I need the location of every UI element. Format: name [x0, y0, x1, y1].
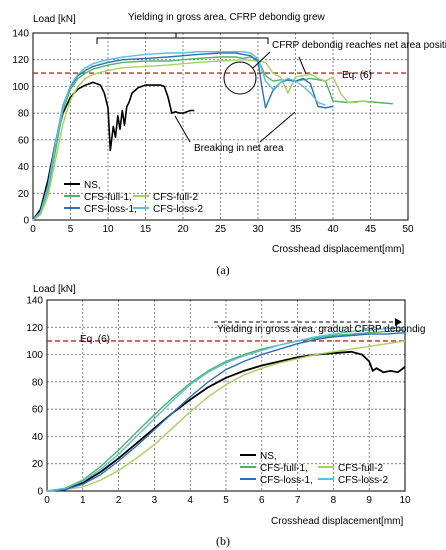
- x-tick-label: 40: [327, 224, 339, 235]
- y-tick-label: 80: [32, 377, 44, 388]
- panel-caption-b: (b): [216, 534, 230, 548]
- x-tick-label: 10: [399, 495, 411, 506]
- x-axis-label-a: Crosshead displacement[mm]: [272, 244, 404, 255]
- annotation-arrow-breaking-1: [174, 115, 191, 143]
- x-axis-label-b: Crosshead displacement[mm]: [271, 516, 403, 527]
- annotation-arrow-net-area-position: [252, 51, 271, 69]
- y-tick-label: 0: [37, 487, 43, 498]
- x-tick-label: 15: [140, 224, 152, 235]
- series-line-cfs-full-2: [46, 340, 406, 492]
- x-tick-label: 7: [295, 495, 301, 506]
- x-tick-label: 6: [259, 495, 265, 506]
- annotation-yielding-a: Yielding in gross area, CFRP debondig gr…: [128, 12, 326, 23]
- series-line-cfs-full-1: [46, 329, 406, 492]
- y-axis-label-b: Load [kN]: [33, 284, 76, 295]
- y-tick-label: 100: [12, 82, 29, 93]
- x-tick-label: 10: [102, 224, 114, 235]
- y-tick-label: 140: [26, 296, 43, 307]
- y-tick-label: 60: [32, 405, 44, 416]
- series-group-b: [46, 326, 406, 492]
- y-axis-label-a: Load [kN]: [33, 14, 76, 25]
- annotation-net-area-position: CFRP debondig reaches net area position: [272, 40, 446, 51]
- x-tick-label: 35: [290, 224, 302, 235]
- x-tick-label: 8: [331, 495, 337, 506]
- x-tick-label: 0: [30, 224, 36, 235]
- annotation-breaking: Breaking in net area: [194, 143, 284, 154]
- x-tick-label: 25: [215, 224, 227, 235]
- panel-b: Load [kN] 0 1 2 3 4 5 6 7 8 9 10 0 20 40 60 80 100 120 14…: [26, 284, 425, 548]
- x-tick-label: 1: [80, 495, 86, 506]
- x-tick-label: 9: [366, 495, 372, 506]
- legend-label-cfs-loss-2: CFS-loss-2: [153, 204, 203, 215]
- y-tick-labels-a: 0 20 40 60 80 100 120 140: [12, 29, 29, 227]
- annotation-circle: [223, 61, 257, 95]
- legend-label-cfs-full-1: CFS-full-1,: [84, 192, 132, 203]
- y-tick-label: 0: [23, 216, 29, 227]
- legend-a: NS, CFS-full-1, CFS-full-2 CFS-loss-1, C…: [64, 180, 203, 215]
- y-tick-label: 80: [18, 109, 30, 120]
- reference-line-label-a: Eq. (6): [342, 70, 372, 81]
- y-tick-label: 20: [32, 459, 44, 470]
- x-tick-label: 30: [252, 224, 264, 235]
- annotation-bracket: [96, 37, 269, 44]
- x-tick-label: 5: [68, 224, 74, 235]
- annotation-arrow-net-area-position-2: [298, 56, 307, 75]
- series-line-cfs-loss-2: [46, 326, 406, 492]
- legend-b: NS, CFS-full-1, CFS-full-2 CFS-loss-1, C…: [240, 451, 388, 486]
- y-tick-label: 40: [32, 432, 44, 443]
- x-tick-label: 20: [177, 224, 189, 235]
- y-tick-labels-b: 0 20 40 60 80 100 120 140: [26, 296, 43, 498]
- legend-label-cfs-loss-1: CFS-loss-1,: [84, 204, 137, 215]
- y-tick-label: 100: [26, 350, 43, 361]
- plot-area-a: [32, 32, 409, 221]
- series-group-a: [32, 51, 394, 221]
- x-tick-label: 5: [223, 495, 229, 506]
- legend-label-cfs-full-2: CFS-full-2: [153, 192, 198, 203]
- x-tick-labels-b: 0 1 2 3 4 5 6 7 8 9 10: [44, 495, 411, 506]
- x-tick-label: 0: [44, 495, 50, 506]
- x-tick-label: 3: [152, 495, 158, 506]
- y-tick-label: 120: [12, 55, 29, 66]
- panel-caption-a: (a): [216, 263, 229, 277]
- y-tick-label: 140: [12, 29, 29, 40]
- y-tick-label: 60: [18, 135, 30, 146]
- grid-a: [33, 33, 408, 220]
- reference-line-label-b: Eq. (6): [80, 334, 110, 345]
- plot-area-b: [46, 299, 406, 492]
- legend-label-cfs-loss-1-b: CFS-loss-1,: [260, 475, 313, 486]
- panel-a: Load [kN] Yielding in gross area, CFRP d…: [12, 12, 446, 277]
- series-line-cfs-loss-2: [32, 51, 326, 221]
- x-tick-label: 4: [187, 495, 193, 506]
- y-tick-label: 120: [26, 323, 43, 334]
- series-line-cfs-full-2: [32, 59, 371, 221]
- x-tick-labels-a: 0 5 10 15 20 25 30 35 40 45 50: [30, 224, 414, 235]
- annotation-arrow-breaking-2: [259, 111, 296, 143]
- legend-label-cfs-full-2-b: CFS-full-2: [338, 463, 383, 474]
- legend-label-cfs-full-1-b: CFS-full-1,: [260, 463, 308, 474]
- annotation-arrowhead-b: [395, 318, 402, 326]
- x-tick-label: 2: [116, 495, 122, 506]
- series-line-cfs-loss-1: [46, 332, 406, 492]
- legend-label-ns: NS,: [84, 180, 101, 191]
- x-tick-label: 50: [402, 224, 414, 235]
- x-tick-label: 45: [365, 224, 377, 235]
- annotation-yielding-b: Yielding in gross area, gradual CFRP deb…: [217, 324, 425, 335]
- legend-label-cfs-loss-2-b: CFS-loss-2: [338, 475, 388, 486]
- series-line-ns: [46, 350, 406, 492]
- y-tick-label: 40: [18, 162, 30, 173]
- y-tick-label: 20: [18, 189, 30, 200]
- legend-label-ns-b: NS,: [260, 451, 277, 462]
